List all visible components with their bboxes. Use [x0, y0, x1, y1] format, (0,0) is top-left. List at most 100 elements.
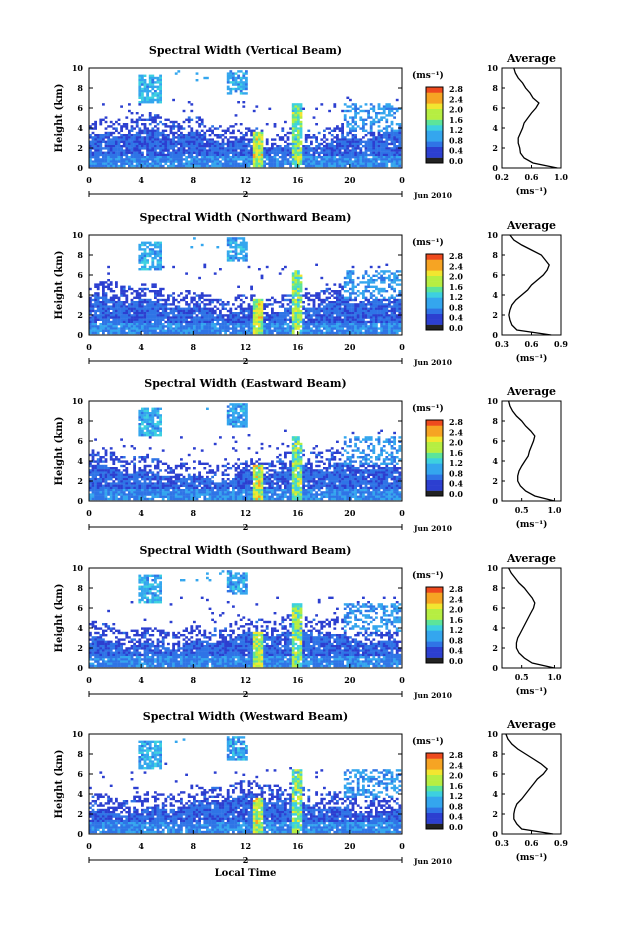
heatmap-cell [307, 158, 311, 161]
heatmap-cell [154, 145, 157, 148]
heatmap-cell [177, 149, 181, 152]
heatmap-cell [94, 453, 97, 457]
heatmap-cell [193, 237, 196, 240]
heatmap-cell [104, 325, 108, 328]
heatmap-cell [273, 312, 277, 315]
heatmap-cell [398, 158, 402, 161]
colorbar-segment [426, 308, 443, 314]
heatmap-cell [336, 142, 339, 146]
heatmap-cell [377, 142, 381, 146]
heatmap-cell [148, 131, 152, 135]
heatmap-cell [364, 123, 368, 126]
heatmap-cell [336, 318, 339, 321]
heatmap-cell [336, 309, 339, 313]
heatmap-cell [211, 153, 214, 157]
heatmap-cell [338, 149, 342, 152]
heatmap-cell [232, 149, 235, 152]
heatmap-cell [317, 292, 321, 295]
heatmap-cell [94, 484, 97, 487]
heatmap-cell [174, 325, 178, 328]
heatmap-cell [234, 140, 238, 143]
heatmap-cell [211, 316, 214, 319]
heatmap-cell [133, 303, 136, 306]
heatmap-cell [369, 323, 373, 326]
heatmap-cell [377, 120, 381, 124]
heatmap-cell [328, 292, 331, 295]
heatmap-cell [281, 127, 285, 130]
heatmap-cell [333, 290, 337, 293]
heatmap-cell [177, 123, 181, 126]
heatmap-cell [109, 305, 113, 308]
heatmap-cell [317, 147, 321, 150]
heatmap-cell [375, 156, 378, 159]
heatmap-cell [115, 164, 118, 168]
heatmap-cell [130, 301, 134, 304]
heatmap-cell [234, 257, 238, 260]
heatmap-cell [369, 142, 373, 146]
heatmap-cell [138, 427, 142, 430]
heatmap-cell [125, 125, 129, 128]
heatmap-cell [128, 484, 131, 487]
heatmap-cell [200, 309, 204, 313]
heatmap-cell [278, 162, 282, 165]
heatmap-cell [252, 149, 256, 152]
heatmap-cell [141, 318, 144, 321]
heatmap-cell [172, 327, 175, 330]
heatmap-cell [146, 325, 149, 328]
heatmap-cell [349, 287, 352, 291]
heatmap-cell [255, 160, 259, 163]
heatmap-cell [250, 309, 253, 313]
heatmap-cell [138, 497, 142, 501]
heatmap-cell [141, 129, 144, 132]
heatmap-cell [107, 287, 110, 291]
heatmap-cell [388, 279, 391, 282]
heatmap-cell [312, 149, 316, 152]
heatmap-cell [195, 79, 199, 82]
heatmap-cell [338, 329, 342, 332]
heatmap-cell [148, 129, 152, 132]
heatmap-cell [291, 276, 295, 280]
heatmap-cell [294, 314, 298, 317]
heatmap-cell [362, 301, 365, 304]
heatmap-cell [138, 149, 142, 152]
heatmap-cell [187, 164, 191, 168]
heatmap-cell [398, 307, 402, 310]
heatmap-cell [338, 127, 342, 130]
heatmap-cell [91, 164, 95, 168]
colorbar-unit: (ms⁻¹) [412, 237, 444, 248]
heatmap-cell [109, 491, 113, 494]
heatmap-cell [154, 134, 157, 137]
heatmap-cell [219, 314, 222, 317]
heatmap-cell [284, 331, 287, 335]
heatmap-cell [328, 327, 331, 330]
heatmap-cell [281, 160, 285, 163]
heatmap-cell [271, 323, 274, 326]
heatmap-cell [271, 320, 274, 324]
heatmap-cell [260, 329, 264, 332]
heatmap-cell [315, 331, 318, 335]
heatmap-cell [390, 309, 394, 313]
heatmap-cell [104, 162, 108, 165]
heatmap-cell [289, 151, 292, 154]
heatmap-cell [107, 134, 110, 137]
heatmap-cell [94, 153, 97, 157]
heatmap-cell [128, 140, 131, 143]
heatmap-cell [281, 164, 285, 168]
heatmap-cell [385, 131, 389, 135]
heatmap-cell [102, 473, 105, 476]
heatmap-cell [117, 473, 121, 476]
heatmap-cell [242, 156, 246, 159]
heatmap-cell [247, 323, 251, 326]
heatmap-cell [99, 323, 103, 326]
heatmap-cell [112, 314, 116, 317]
heatmap-cell [148, 323, 152, 326]
heatmap-cell [138, 482, 142, 485]
y-axis-title: Height (km) [54, 84, 65, 153]
heatmap-cell [219, 303, 222, 306]
heatmap-cell [299, 103, 303, 106]
heatmap-cell [151, 96, 155, 99]
heatmap-cell [346, 131, 350, 135]
heatmap-cell [239, 149, 243, 152]
heatmap-cell [302, 147, 305, 150]
